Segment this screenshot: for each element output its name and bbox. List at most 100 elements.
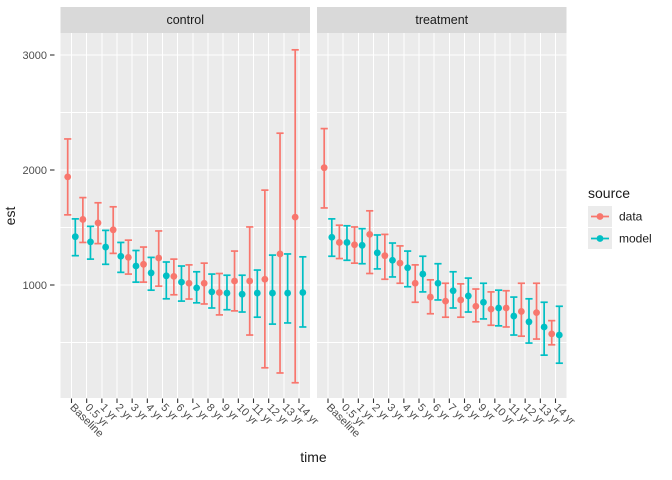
point-control-data-8-yr xyxy=(200,262,208,305)
point-dot xyxy=(320,164,328,172)
point-dot xyxy=(223,289,231,297)
point-control-data-11-yr xyxy=(246,226,254,336)
point-dot xyxy=(464,292,472,300)
point-treatment-data-2-yr xyxy=(366,209,374,275)
point-dot xyxy=(434,279,442,287)
point-control-model-9-yr xyxy=(223,274,231,311)
point-dot xyxy=(200,279,208,287)
x-axis-title: time xyxy=(300,449,327,465)
point-control-model-baseline xyxy=(71,218,79,257)
point-treatment-model-3-yr xyxy=(388,242,397,278)
point-treatment-model-baseline xyxy=(328,218,336,258)
point-control-model-13-yr xyxy=(284,253,292,324)
point-dot xyxy=(261,275,269,283)
point-control-data-0.5-yr xyxy=(79,196,87,244)
legend-label-data: data xyxy=(619,210,643,224)
facet-strip-treatment xyxy=(317,7,567,33)
point-dot xyxy=(253,289,261,297)
point-dot xyxy=(215,289,223,296)
point-treatment-model-12-yr xyxy=(525,297,533,344)
point-dot xyxy=(147,269,155,277)
point-treatment-model-4-yr xyxy=(404,250,412,288)
legend-key-dot-model xyxy=(596,235,604,242)
point-treatment-data-9-yr xyxy=(472,288,480,323)
point-dot xyxy=(540,323,548,331)
point-dot xyxy=(231,277,238,285)
point-dot xyxy=(79,216,87,223)
point-control-data-2-yr xyxy=(109,205,117,255)
point-treatment-model-5-yr xyxy=(419,255,427,293)
point-control-data-4-yr xyxy=(139,246,148,283)
point-control-model-7-yr xyxy=(193,270,201,304)
legend: source data model xyxy=(588,185,652,249)
point-treatment-data-10-yr xyxy=(487,291,495,327)
point-dot xyxy=(71,233,79,241)
point-dot xyxy=(502,304,510,312)
point-dot xyxy=(396,259,404,267)
point-control-data-3-yr xyxy=(124,239,132,275)
y-axis-title: est xyxy=(2,207,18,226)
point-dot xyxy=(132,262,140,270)
point-treatment-data-14-yr xyxy=(548,319,556,346)
point-dot xyxy=(366,231,374,238)
point-treatment-data-7-yr xyxy=(441,282,450,319)
point-treatment-data-3-yr xyxy=(381,233,389,281)
point-dot xyxy=(269,289,276,297)
facet-strip-label-control: control xyxy=(166,13,204,27)
point-dot xyxy=(495,304,503,312)
point-dot xyxy=(238,290,246,298)
point-dot xyxy=(109,226,117,234)
point-control-model-3-yr xyxy=(132,249,140,283)
point-dot xyxy=(291,213,299,221)
point-dot xyxy=(555,331,563,339)
point-control-model-11-yr xyxy=(253,269,261,319)
point-control-model-6-yr xyxy=(177,265,186,302)
point-dot xyxy=(525,318,533,326)
point-treatment-data-13-yr xyxy=(532,282,541,340)
point-treatment-data-12-yr xyxy=(517,282,525,338)
point-dot xyxy=(517,308,525,315)
facet-strip-label-treatment: treatment xyxy=(415,13,468,27)
point-control-data-1-yr xyxy=(94,201,102,245)
point-control-data-13-yr xyxy=(276,132,284,374)
point-dot xyxy=(373,249,381,257)
point-dot xyxy=(335,239,343,246)
point-dot xyxy=(510,312,518,320)
point-treatment-data-8-yr xyxy=(457,283,465,319)
point-dot xyxy=(419,270,427,278)
series-treatment-model xyxy=(328,218,563,365)
point-treatment-data-6-yr xyxy=(426,278,434,315)
y-tick-label-1000: 1000 xyxy=(23,280,47,292)
point-control-data-baseline xyxy=(64,138,72,216)
point-treatment-data-5-yr xyxy=(411,264,419,304)
point-treatment-data-0.5-yr xyxy=(335,224,343,260)
point-control-model-8-yr xyxy=(208,273,216,309)
point-treatment-data-11-yr xyxy=(502,289,510,328)
point-dot xyxy=(87,238,94,246)
point-control-data-9-yr xyxy=(215,272,223,316)
point-treatment-data-4-yr xyxy=(396,245,404,285)
point-treatment-model-13-yr xyxy=(540,301,548,356)
series-control-data xyxy=(64,48,299,384)
point-control-data-14-yr xyxy=(291,48,299,384)
y-tick-label-2000: 2000 xyxy=(23,165,47,177)
point-dot xyxy=(343,239,351,246)
point-dot xyxy=(94,219,102,227)
point-dot xyxy=(185,279,193,287)
point-treatment-model-11-yr xyxy=(510,296,518,336)
point-dot xyxy=(124,254,132,261)
point-control-model-2-yr xyxy=(117,241,125,274)
point-dot xyxy=(284,289,292,297)
point-treatment-model-6-yr xyxy=(434,262,442,301)
point-control-model-12-yr xyxy=(268,254,277,325)
point-dot xyxy=(208,288,216,296)
point-dot xyxy=(155,254,163,262)
point-dot xyxy=(193,284,201,292)
legend-label-model: model xyxy=(619,232,652,246)
point-dot xyxy=(381,252,389,260)
y-tick-label-3000: 3000 xyxy=(23,50,47,62)
point-dot xyxy=(328,233,336,241)
point-treatment-model-9-yr xyxy=(479,282,488,320)
point-dot xyxy=(170,272,178,280)
